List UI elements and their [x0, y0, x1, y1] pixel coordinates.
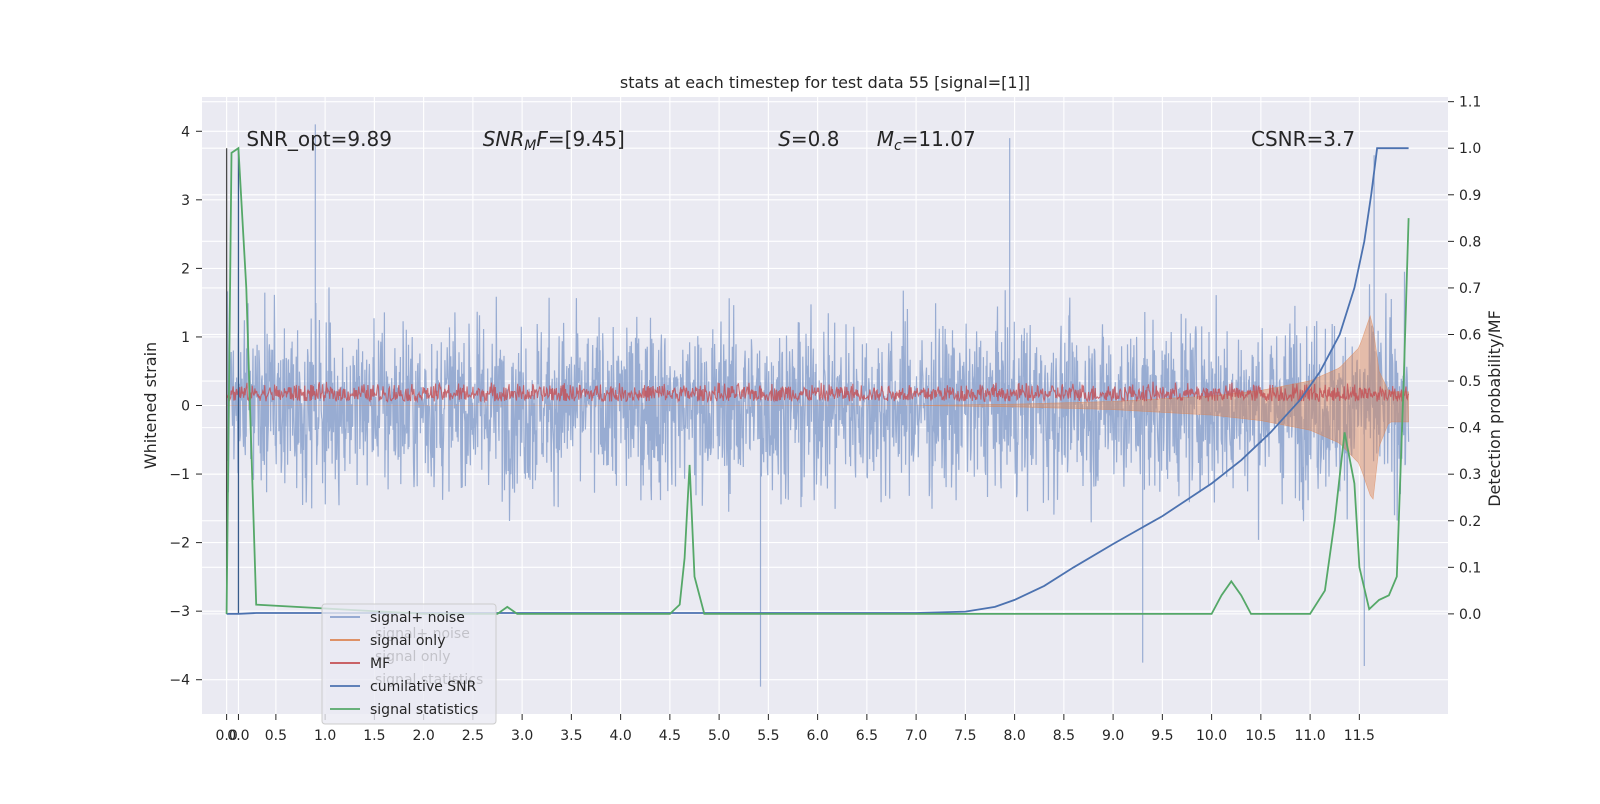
y2-tick-label: 1.0 [1459, 141, 1481, 157]
legend-box [321, 603, 497, 725]
y-tick-label: 2 [181, 261, 190, 277]
y2-tick-label: 0.4 [1459, 421, 1481, 437]
chart-title: stats at each timestep for test data 55 … [620, 73, 1030, 92]
y-tick-label: −4 [169, 673, 190, 689]
x-tick-label: 5.0 [708, 728, 730, 744]
legend-label: signal+ noise [370, 610, 465, 626]
x-tick-label: 0.5 [265, 728, 287, 744]
y2-tick-label: 0.2 [1459, 514, 1481, 530]
x-tick-label: 4.5 [659, 728, 681, 744]
y2-tick-label: 0.1 [1459, 560, 1481, 576]
legend-label: cumilative SNR [370, 679, 477, 695]
series-mf [226, 381, 1410, 404]
x-tick-label: 7.0 [905, 728, 927, 744]
x-tick-label: 3.5 [560, 728, 582, 744]
x-tick-label: 10.0 [1196, 728, 1227, 744]
y-tick-label: 4 [181, 124, 190, 140]
y2-tick-label: 0.0 [1459, 607, 1481, 623]
x-tick-label: 9.0 [1102, 728, 1124, 744]
y2-tick-label: 0.9 [1459, 188, 1481, 204]
legend-label: MF [370, 656, 390, 672]
y2-axis-label: Detection probability/MF [1485, 310, 1504, 507]
x-tick-label: 3.0 [511, 728, 533, 744]
annotation-snr-opt: SNR_opt=9.89 [246, 127, 392, 151]
x-tick-label: 10.5 [1245, 728, 1276, 744]
x-tick-label: 0.0 [215, 728, 237, 744]
y-tick-label: 1 [181, 330, 190, 346]
y2-tick-label: 0.5 [1459, 374, 1481, 390]
x-tick-label: 2.5 [462, 728, 484, 744]
annotation-mc: Mc=11.07 [877, 127, 976, 154]
x-tick-label: 4.0 [609, 728, 631, 744]
y2-tick-label: 0.8 [1459, 234, 1481, 250]
annotation-snr-mf: SNRMF=[9.45] [483, 127, 625, 154]
legend-label: signal only [370, 633, 445, 649]
series-signal-noise [226, 124, 1410, 687]
annotation-csnr: CSNR=3.7 [1251, 127, 1355, 151]
x-tick-label: 1.5 [363, 728, 385, 744]
y2-tick-label: 0.6 [1459, 327, 1481, 343]
y-tick-label: −3 [169, 604, 190, 620]
x-tick-label: 11.0 [1295, 728, 1326, 744]
series-signal-only [226, 314, 1409, 500]
x-tick-label: 8.0 [1003, 728, 1025, 744]
x-tick-label: 1.0 [314, 728, 336, 744]
y-tick-label: −2 [169, 536, 190, 552]
x-tick-label: 6.0 [806, 728, 828, 744]
annotation-s: S=0.8 [778, 127, 839, 151]
y-tick-label: 3 [181, 193, 190, 209]
x-tick-label: 0.0 [227, 728, 249, 744]
y2-tick-label: 1.1 [1459, 95, 1481, 111]
y-tick-label: 0 [181, 399, 190, 415]
y-axis-label: Whitened strain [141, 342, 160, 469]
y2-tick-label: 0.7 [1459, 281, 1481, 297]
x-tick-label: 5.5 [757, 728, 779, 744]
x-tick-label: 9.5 [1151, 728, 1173, 744]
x-tick-label: 7.5 [954, 728, 976, 744]
x-tick-label: 11.5 [1344, 728, 1375, 744]
legend-label: signal statistics [370, 702, 478, 718]
x-tick-label: 8.5 [1053, 728, 1075, 744]
y-tick-label: −1 [169, 467, 190, 483]
x-tick-label: 2.0 [412, 728, 434, 744]
y2-tick-label: 0.3 [1459, 467, 1481, 483]
x-tick-label: 6.5 [856, 728, 878, 744]
